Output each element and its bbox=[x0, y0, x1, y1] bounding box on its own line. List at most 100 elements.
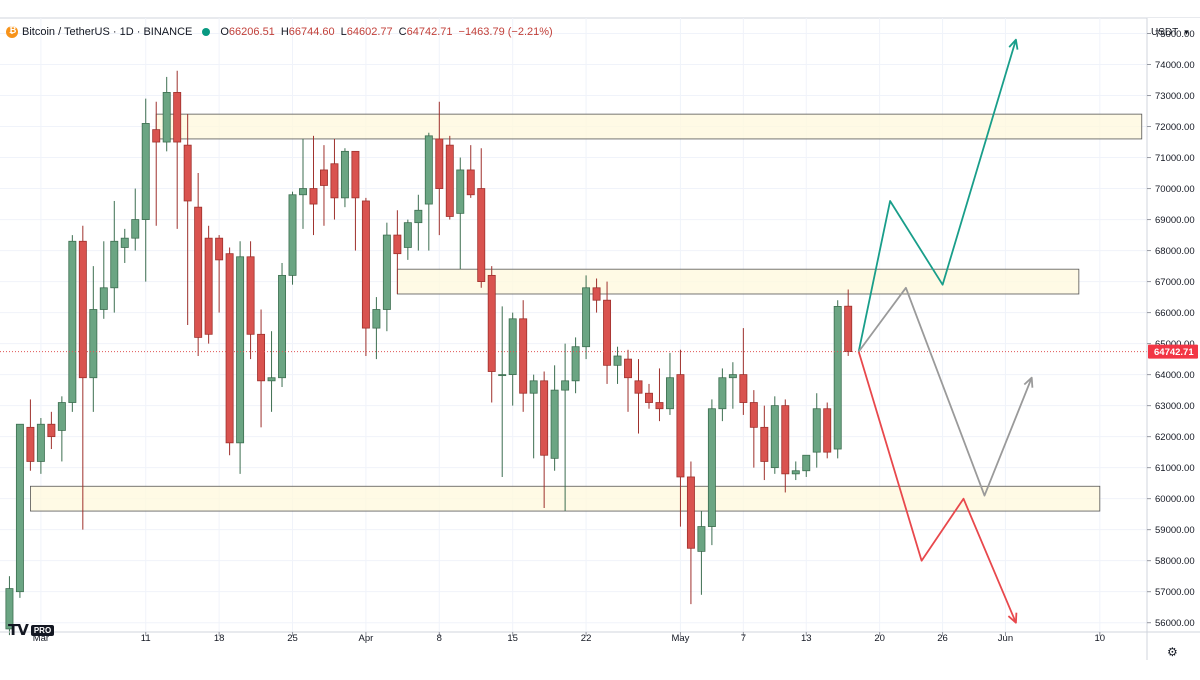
current-price-badge bbox=[1148, 344, 1198, 359]
low-label: L bbox=[340, 26, 347, 38]
bear-projection-path bbox=[857, 351, 1017, 624]
candle-up bbox=[508, 312, 517, 406]
candle-up bbox=[791, 461, 800, 481]
time-tick-label: 22 bbox=[581, 633, 592, 644]
price-tick-label: 56000.00 bbox=[1155, 618, 1195, 629]
candle-body bbox=[487, 274, 496, 372]
candle-up bbox=[141, 98, 150, 282]
candle-body bbox=[393, 234, 402, 255]
candle-body bbox=[781, 405, 790, 475]
candle-body bbox=[267, 377, 276, 382]
candle-up bbox=[110, 200, 119, 313]
candle-up bbox=[120, 228, 129, 263]
candle-up bbox=[131, 188, 140, 251]
high-value: 66744.60 bbox=[288, 26, 335, 38]
time-tick-label: Apr bbox=[359, 633, 374, 644]
time-tick-label: 18 bbox=[214, 633, 225, 644]
candle-down bbox=[194, 173, 203, 357]
bull-projection-path bbox=[857, 39, 1017, 352]
candle-body bbox=[791, 470, 800, 475]
candle-up bbox=[707, 399, 716, 546]
candle-down bbox=[844, 289, 853, 356]
price-tick-label: 73000.00 bbox=[1155, 91, 1195, 102]
candle-body bbox=[183, 144, 192, 202]
neutral-projection-arrowhead bbox=[1023, 376, 1034, 388]
price-tick-label: 57000.00 bbox=[1155, 587, 1195, 598]
candle-body bbox=[36, 423, 45, 462]
candle-down bbox=[320, 145, 328, 226]
candle-down bbox=[47, 411, 56, 450]
tradingview-logo: TV PRO bbox=[8, 621, 55, 639]
candle-down bbox=[487, 266, 496, 403]
candle-up bbox=[498, 306, 507, 477]
candle-body bbox=[802, 454, 811, 472]
candle-up bbox=[728, 362, 737, 409]
logo-text: TV bbox=[8, 621, 29, 639]
time-tick-label: 13 bbox=[801, 633, 812, 644]
candle-body bbox=[603, 299, 612, 366]
open-value: 66206.51 bbox=[228, 26, 275, 38]
symbol-title[interactable]: Bitcoin / TetherUS · 1D · BINANCE bbox=[22, 26, 193, 38]
candle-up bbox=[162, 76, 171, 152]
candle-up bbox=[340, 148, 349, 208]
candle-body bbox=[15, 423, 24, 593]
candle-up bbox=[697, 511, 706, 595]
time-tick-label: 11 bbox=[141, 633, 151, 644]
candle-down bbox=[781, 399, 790, 493]
candle-body bbox=[57, 402, 66, 431]
candle-body bbox=[120, 237, 129, 248]
support-resistance-zone bbox=[155, 113, 1143, 140]
candle-body bbox=[728, 374, 737, 379]
candle-down bbox=[361, 197, 370, 357]
candle-down bbox=[78, 225, 87, 530]
candle-down bbox=[603, 281, 612, 384]
candle-body bbox=[173, 92, 182, 143]
candle-down bbox=[760, 405, 769, 481]
candle-down bbox=[624, 349, 632, 412]
close-value: 64742.71 bbox=[406, 26, 453, 38]
time-tick-label: 20 bbox=[874, 633, 885, 644]
candle-body bbox=[5, 588, 14, 630]
price-tick-label: 58000.00 bbox=[1155, 556, 1195, 567]
candle-up bbox=[5, 576, 14, 636]
current-price-label: 64742.71 bbox=[1154, 347, 1194, 358]
price-tick-label: 74000.00 bbox=[1155, 60, 1195, 71]
candle-up bbox=[812, 393, 821, 468]
candle-body bbox=[257, 333, 266, 382]
candle-up bbox=[99, 241, 108, 319]
candle-up bbox=[288, 191, 297, 285]
candle-up bbox=[529, 374, 538, 459]
candle-up bbox=[582, 275, 591, 360]
currency-selector[interactable]: USDT ▾ bbox=[1151, 23, 1195, 41]
candle-up bbox=[424, 132, 433, 251]
candle-down bbox=[749, 390, 758, 468]
candle-body bbox=[456, 169, 465, 214]
candle-body bbox=[330, 163, 339, 199]
candle-body bbox=[403, 222, 412, 248]
candle-body bbox=[477, 188, 486, 282]
candle-up bbox=[561, 343, 570, 512]
candle-up bbox=[833, 300, 842, 459]
change-value: −1463.79 (−2.21%) bbox=[458, 26, 553, 38]
candle-body bbox=[204, 237, 213, 335]
candle-body bbox=[361, 200, 370, 329]
candle-body bbox=[571, 346, 580, 382]
candle-body bbox=[561, 380, 570, 391]
candle-body bbox=[519, 318, 528, 394]
candle-body bbox=[550, 389, 559, 459]
candle-down bbox=[309, 135, 318, 236]
price-tick-label: 70000.00 bbox=[1155, 184, 1195, 195]
candle-body bbox=[498, 374, 507, 377]
settings-gear-icon[interactable]: ⚙ bbox=[1167, 645, 1178, 659]
candle-body bbox=[414, 209, 423, 224]
candle-body bbox=[529, 380, 538, 394]
high-label: H bbox=[280, 26, 289, 38]
price-tick-label: 62000.00 bbox=[1155, 432, 1195, 443]
candle-body bbox=[634, 380, 643, 394]
candle-body bbox=[833, 305, 842, 450]
candle-down bbox=[215, 235, 224, 313]
price-tick-label: 72000.00 bbox=[1155, 122, 1195, 133]
time-tick-label: Mar bbox=[33, 633, 49, 644]
candle-up bbox=[278, 262, 286, 388]
